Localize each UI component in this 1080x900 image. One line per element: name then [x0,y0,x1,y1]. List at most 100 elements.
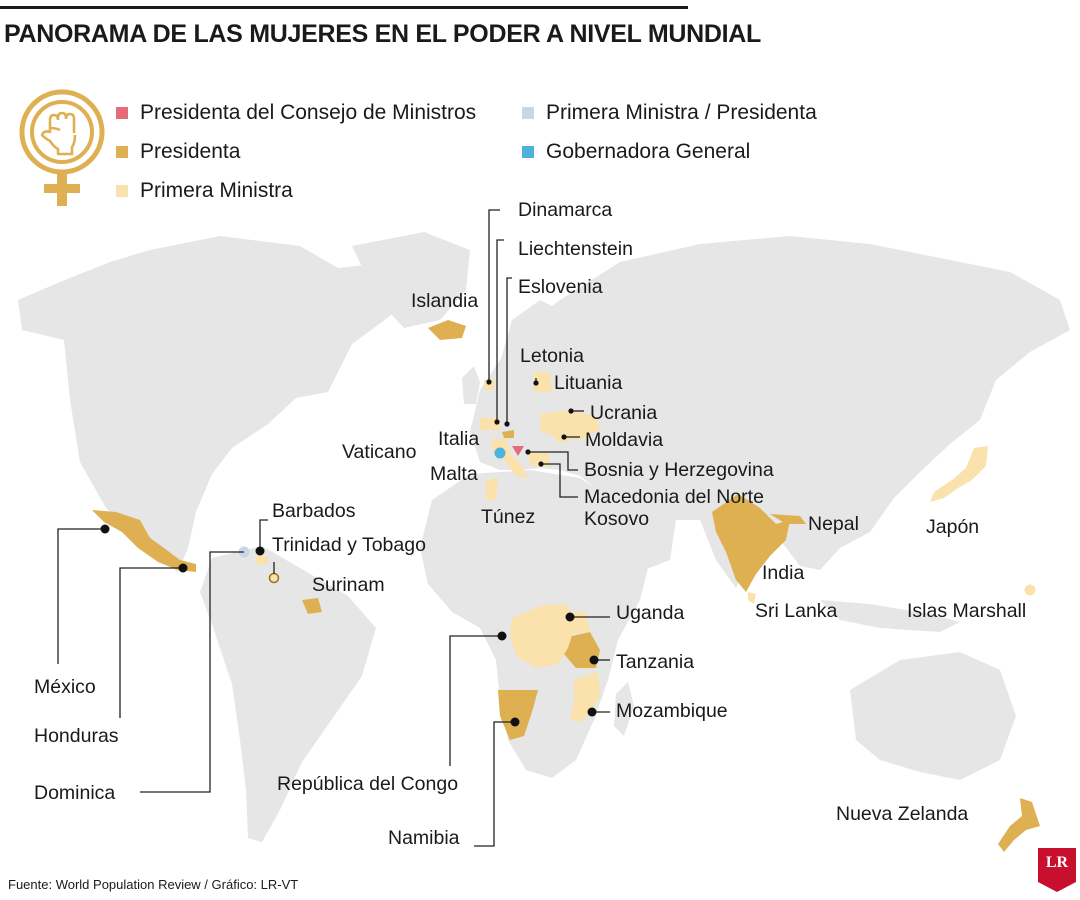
marker-vatican [494,447,506,459]
dot-uganda [565,612,575,622]
legend-label: Gobernadora General [546,140,751,163]
country-congo [510,604,576,668]
country-slovenia [502,430,514,438]
landmass-indonesia [820,600,960,632]
leader-mexico [57,528,105,664]
leader-lines [57,209,610,847]
landmass-scandinavia [500,300,560,378]
legend-label: Primera Ministra [140,179,293,202]
label-ucrania: Ucrania [590,402,658,424]
legend-swatch [116,146,128,158]
label-italia: Italia [438,428,480,450]
dot-bosnia [525,449,531,455]
label-surinam: Surinam [312,574,385,596]
label-bosnia: Bosnia y Herzegovina [584,459,774,481]
country-dots [100,379,599,727]
legend-swatch [522,146,534,158]
leader-dinamarca [488,209,500,382]
landmass-north-america [18,236,420,572]
label-honduras: Honduras [34,725,119,747]
landmass-greenland [352,232,470,328]
country-mozambique [570,672,600,722]
legend-swatch [116,185,128,197]
dot-mexico [100,524,110,534]
country-latvia-lithuania [534,372,552,392]
lr-logo: LR [1038,848,1076,892]
label-moldavia: Moldavia [585,429,664,451]
label-trinidad: Trinidad y Tobago [272,534,426,556]
leader-trinidad [259,519,268,551]
country-namibia [498,690,538,740]
dot-honduras [178,563,188,573]
label-dominica: Dominica [34,782,116,804]
country-new-zealand [998,798,1040,852]
label-nepal: Nepal [808,513,859,535]
country-bosnia [512,446,524,456]
legend-label: Presidenta del Consejo de Ministros [140,101,477,124]
label-lituania: Lituania [554,372,623,394]
country-sri-lanka [748,592,756,604]
legend-swatch [116,107,128,119]
country-ukraine [540,410,600,440]
landmass-south-america [200,546,376,842]
leader-dominica [140,551,244,793]
dot-congo [497,631,507,641]
label-malta: Malta [430,463,478,485]
label-macedonia: Macedonia del Norte [584,486,764,508]
highlighted-countries [92,320,1040,852]
leader-bosnia [528,451,578,471]
label-islandia: Islandia [411,290,479,312]
female-fist-icon [19,89,105,206]
landmass-british-isles [462,366,480,404]
label-kosovo: Kosovo [584,508,650,530]
dot-namibia [510,717,520,727]
label-letonia: Letonia [520,345,584,367]
label-srilanka: Sri Lanka [755,600,838,622]
landmass-eurasia [470,236,1070,588]
label-tunez: Túnez [481,506,536,528]
country-japan [930,446,988,502]
label-uganda: Uganda [616,602,685,624]
dot-lituania [533,380,539,386]
label-marshall: Islas Marshall [907,600,1027,622]
title-rule [0,6,688,9]
leader-honduras [119,567,183,718]
dot-dinamarca [486,379,492,385]
dot-ucrania [568,408,574,414]
marker-surinam [268,572,280,584]
leader-eslovenia [506,277,512,424]
label-tanzania: Tanzania [616,651,695,673]
country-tunisia [486,478,498,500]
dot-mozambique [587,707,597,717]
dot-tanzania [589,655,599,665]
label-namibia: Namibia [388,827,460,849]
dot-liechtenstein [494,419,500,425]
source-footer: Fuente: World Population Review / Gráfic… [8,877,299,892]
dot-trinidad [255,546,265,556]
landmass-madagascar [614,682,634,736]
label-mozambique: Mozambique [616,700,728,722]
label-vaticano: Vaticano [342,441,417,463]
marker-marshall-islands [1024,584,1036,596]
label-japon: Japón [926,516,980,538]
page-title: PANORAMA DE LAS MUJERES EN EL PODER A NI… [4,20,761,48]
country-balkans [528,452,550,466]
dot-macedonia [538,461,544,467]
lr-logo-badge-icon [1038,848,1076,892]
country-trinidad [256,556,268,564]
landmass-arabia [600,490,676,570]
leader-namibia [474,721,515,847]
dot-moldavia [561,434,567,440]
dot-eslovenia [504,421,510,427]
label-nzelanda: Nueva Zelanda [836,803,969,825]
legend-label: Presidenta [140,140,241,163]
leader-liechtenstein [496,239,504,422]
legend-swatch [522,107,534,119]
label-eslovenia: Eslovenia [518,276,603,298]
leader-macedonia [541,463,578,498]
label-congo: República del Congo [277,773,459,795]
label-liechtenstein: Liechtenstein [518,238,633,260]
legend-label: Primera Ministra / Presidenta [546,101,817,124]
continents [18,232,1070,842]
label-dinamarca: Dinamarca [518,199,613,221]
